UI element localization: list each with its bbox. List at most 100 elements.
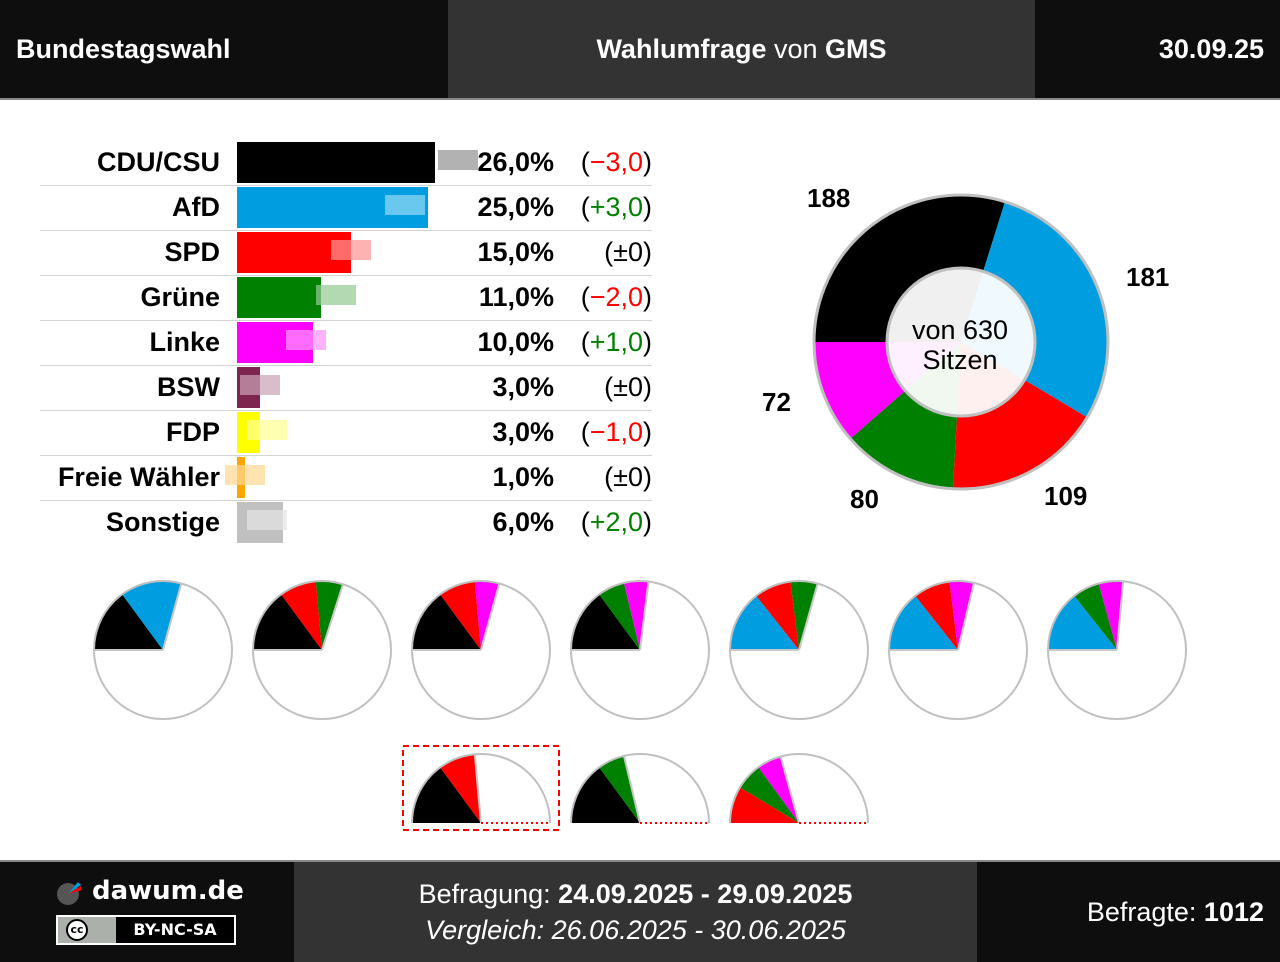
previous-value-marker (331, 240, 372, 260)
bar-row: SPD 15,0% (±0) (40, 230, 652, 276)
coalition-slice (730, 595, 799, 650)
coalition-pie-outline (411, 753, 551, 824)
bar-row: FDP 3,0% (−1,0) (40, 410, 652, 456)
coalition-end-line (321, 583, 344, 651)
previous-value-marker (247, 510, 288, 530)
previous-value-tint (384, 195, 425, 215)
compare-label: Vergleich: (425, 915, 552, 945)
seat-total-line2: Sitzen (922, 345, 998, 375)
coalition-slice (440, 754, 481, 823)
coalition-slice (915, 581, 958, 650)
compare-dates-line: Vergleich: 26.06.2025 - 30.06.2025 (294, 915, 977, 946)
survey-period: Befragung: 24.09.2025 - 29.09.2025 Vergl… (294, 862, 977, 962)
bar-diff-label: (+3,0) (581, 185, 652, 230)
previous-value-tint (285, 330, 326, 350)
bar-row: Freie Wähler 1,0% (±0) (40, 455, 652, 501)
diff-value: +3,0 (589, 192, 643, 222)
bar-value-label: 3,0% (492, 372, 554, 402)
paren-open: ( (580, 192, 590, 222)
license-badge[interactable]: cc BY-NC-SA (56, 915, 236, 945)
coalition-slice (440, 581, 481, 650)
paren-open: ( (580, 507, 590, 537)
coalition-pie-background (412, 581, 550, 719)
seat-label-spd: 109 (1044, 481, 1088, 511)
bar-diff-label: (−1,0) (581, 410, 652, 455)
coalition-pie (411, 580, 551, 720)
seat-label-linke: 72 (762, 387, 791, 417)
coalition-end-line (480, 583, 501, 651)
party-name: Sonstige (105, 507, 220, 537)
diff-value: −2,0 (589, 282, 643, 312)
paren-close: ) (643, 282, 652, 312)
paren-open: ( (580, 327, 590, 357)
license-text: BY-NC-SA (133, 920, 217, 939)
party-name: BSW (157, 372, 220, 402)
bar-diff-label: (±0) (604, 455, 652, 500)
bar-value-label: 3,0% (492, 417, 554, 447)
previous-value-marker (224, 465, 265, 485)
coalition-pie-outline (888, 580, 1028, 720)
coalition-end-line (623, 755, 641, 824)
coalition-slice (599, 582, 640, 650)
coalition-slice (1048, 595, 1117, 650)
coalition-pie (252, 580, 392, 720)
paren-open: ( (580, 282, 590, 312)
previous-value-marker (384, 195, 425, 215)
current-coalition-highlight (402, 745, 560, 831)
coalition-slice (949, 581, 975, 650)
bar (237, 277, 321, 318)
coalition-pie-outline (252, 580, 392, 720)
poll-title-von: von (766, 34, 826, 64)
seat-slice (961, 201, 1108, 418)
coalition-slice (94, 594, 163, 650)
survey-dates-line: Befragung: 24.09.2025 - 29.09.2025 (294, 879, 977, 910)
previous-value-marker (239, 375, 280, 395)
coalition-pie (570, 753, 710, 824)
poll-date: 30.09.25 (1158, 34, 1264, 64)
respondents: Befragte: 1012 (1087, 862, 1264, 962)
compare-dates: 26.06.2025 - 30.06.2025 (551, 915, 846, 945)
coalition-slice (571, 767, 640, 823)
coalition-pie (570, 580, 710, 720)
previous-value-marker (316, 285, 357, 305)
bar-value-label: 15,0% (477, 237, 554, 267)
paren-close: ) (643, 462, 652, 492)
coalition-slice (474, 580, 500, 650)
poll-title-word: Wahlumfrage (596, 34, 767, 64)
bar-row: BSW 3,0% (±0) (40, 365, 652, 411)
paren-close: ) (643, 327, 652, 357)
previous-value-tint (331, 240, 372, 260)
seat-total-label: von 630 Sitzen (890, 315, 1030, 375)
seat-total-line1: von 630 (911, 315, 1009, 345)
coalition-slice (623, 581, 649, 650)
coalition-slice (412, 767, 481, 823)
seat-label-afd: 181 (1126, 262, 1170, 292)
coalition-slice (730, 787, 799, 823)
coalition-pie-background (571, 754, 709, 823)
paren-close: ) (643, 192, 652, 222)
dawum-logo-text[interactable]: dawum.de (92, 876, 244, 906)
bar-diff-label: (−2,0) (581, 275, 652, 320)
party-name: Linke (149, 327, 220, 357)
coalition-slice (790, 581, 818, 650)
respondents-value: 1012 (1203, 897, 1264, 927)
party-name: FDP (166, 417, 220, 447)
election-title: Bundestagswahl (16, 34, 231, 64)
bar-row: Sonstige 6,0% (+2,0) (40, 500, 652, 545)
coalition-slice (571, 594, 640, 650)
bar-value-label: 26,0% (477, 147, 554, 177)
previous-value-tint (437, 150, 478, 170)
paren-open: ( (604, 237, 614, 267)
bar-value-label: 25,0% (477, 192, 554, 222)
coalition-end-line (639, 581, 650, 651)
coalition-slice (315, 580, 343, 650)
coalition-pie-outline (1047, 580, 1187, 720)
coalition-pie-outline (729, 580, 869, 720)
previous-value-tint (239, 375, 280, 395)
coalition-slice (756, 581, 799, 650)
diff-value: ±0 (613, 462, 643, 492)
previous-value-marker (437, 150, 478, 170)
coalition-slice (122, 581, 182, 650)
coalition-pie (93, 580, 233, 720)
paren-open: ( (580, 417, 590, 447)
